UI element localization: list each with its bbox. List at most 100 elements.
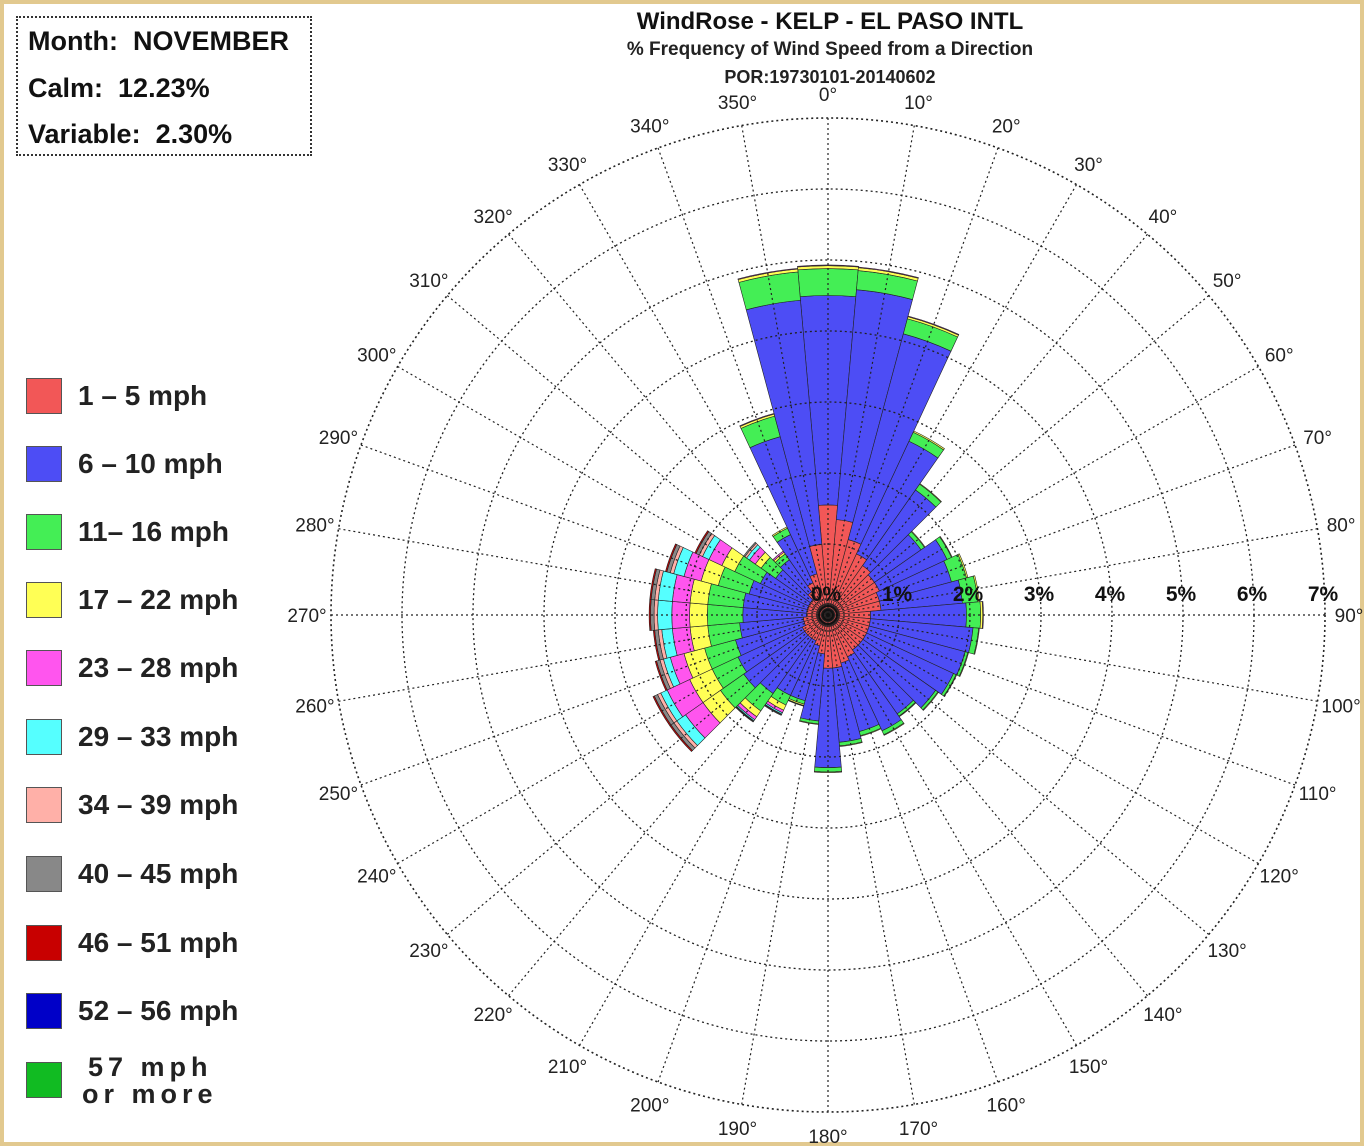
direction-label: 50° <box>1213 271 1242 292</box>
legend-item: 23 – 28 mph <box>24 648 284 692</box>
wedge-segment <box>883 722 905 736</box>
variable-label: Variable: <box>28 119 141 149</box>
wedge-segment <box>973 627 980 655</box>
legend-label: 23 – 28 mph <box>78 652 239 683</box>
legend-item: 57 mph or more <box>24 1054 284 1108</box>
legend-swatch <box>26 787 62 823</box>
legend-label: 17 – 22 mph <box>78 584 239 615</box>
direction-label: 240° <box>357 867 396 888</box>
calm-label: Calm: <box>28 73 104 103</box>
legend-label: 29 – 33 mph <box>78 721 239 752</box>
chart-subtitle: % Frequency of Wind Speed from a Directi… <box>626 39 1034 60</box>
calm-row: Calm: 12.23% <box>28 73 210 104</box>
legend-item: 52 – 56 mph <box>24 991 284 1035</box>
period-of-record: POR:19730101-20140602 <box>724 67 936 87</box>
variable-row: Variable: 2.30% <box>28 119 232 150</box>
legend-swatch <box>26 925 62 961</box>
legend-item: 11– 16 mph <box>24 512 284 556</box>
legend-swatch <box>26 514 62 550</box>
radial-tick-label: 6% <box>1237 583 1268 606</box>
month-row: Month: NOVEMBER <box>28 26 289 57</box>
direction-label: 0° <box>819 85 837 106</box>
legend-swatch <box>26 719 62 755</box>
radial-tick-label: 2% <box>953 583 984 606</box>
grid-spoke <box>360 444 829 616</box>
grid-spoke <box>397 614 829 865</box>
wedge-segment <box>797 268 859 298</box>
grid-spoke <box>827 614 1148 997</box>
direction-label: 30° <box>1074 155 1103 176</box>
direction-label: 210° <box>548 1057 587 1078</box>
legend-swatch <box>26 582 62 618</box>
center-marker <box>826 613 830 617</box>
direction-label: 290° <box>319 428 358 449</box>
direction-label: 150° <box>1069 1057 1108 1078</box>
radial-tick-label: 3% <box>1024 583 1055 606</box>
direction-label: 350° <box>718 93 757 114</box>
legend-label: 40 – 45 mph <box>78 858 239 889</box>
legend-label: 57 mph or more <box>82 1052 218 1109</box>
direction-label: 260° <box>295 696 334 717</box>
legend-swatch <box>26 993 62 1029</box>
direction-label: 270° <box>287 606 326 627</box>
wedge-segment <box>858 266 919 279</box>
wedge-segment <box>912 430 945 451</box>
direction-label: 230° <box>409 941 448 962</box>
direction-label: 160° <box>987 1096 1026 1117</box>
direction-label: 340° <box>630 116 669 137</box>
legend-label: 46 – 51 mph <box>78 927 239 958</box>
radial-tick-label: 5% <box>1166 583 1197 606</box>
grid <box>330 117 1326 1113</box>
direction-label: 10° <box>904 93 933 114</box>
direction-label: 200° <box>630 1096 669 1117</box>
wedge-segment <box>922 691 939 711</box>
radial-tick-label: 7% <box>1308 583 1339 606</box>
direction-label: 320° <box>473 207 512 228</box>
wedge-segment <box>958 652 969 677</box>
radial-tick-label: 0% <box>811 583 842 606</box>
legend-item: 17 – 22 mph <box>24 580 284 624</box>
month-value: NOVEMBER <box>132 26 289 56</box>
legend-item: 34 – 39 mph <box>24 785 284 829</box>
direction-label: 110° <box>1299 784 1337 805</box>
legend-label: 34 – 39 mph <box>78 789 239 820</box>
direction-label: 310° <box>409 271 448 292</box>
direction-label: 180° <box>808 1127 847 1146</box>
direction-label: 170° <box>899 1119 938 1140</box>
wedge-segment <box>907 315 960 336</box>
legend-swatch <box>26 856 62 892</box>
radial-tick-label: 4% <box>1095 583 1126 606</box>
wedge-segment <box>657 599 673 631</box>
legend-item: 1 – 5 mph <box>24 376 284 420</box>
direction-label: 300° <box>357 346 396 367</box>
direction-label: 80° <box>1327 516 1356 537</box>
direction-label: 20° <box>992 116 1021 137</box>
legend-item: 6 – 10 mph <box>24 444 284 488</box>
direction-label: 40° <box>1149 207 1178 228</box>
legend-swatch <box>26 378 62 414</box>
chart-title: WindRose - KELP - EL PASO INTL <box>636 8 1024 35</box>
calm-value: 12.23% <box>118 73 210 103</box>
grid-spoke <box>397 365 829 616</box>
direction-label: 100° <box>1321 696 1360 717</box>
grid-ring <box>614 401 1042 829</box>
direction-label: 220° <box>473 1005 512 1026</box>
wedge-segment <box>799 720 819 725</box>
legend-item: 40 – 45 mph <box>24 854 284 898</box>
radial-tick-label: 1% <box>882 583 913 606</box>
direction-label: 140° <box>1143 1005 1182 1026</box>
center-marker <box>818 605 838 625</box>
direction-label: 90° <box>1335 606 1364 627</box>
direction-label: 280° <box>295 516 334 537</box>
legend-label: 52 – 56 mph <box>78 995 239 1026</box>
legend-label: 6 – 10 mph <box>78 448 223 479</box>
center-marker <box>822 609 834 621</box>
wedge-segment <box>919 483 942 503</box>
wedge-segment <box>654 660 668 692</box>
legend-item: 46 – 51 mph <box>24 923 284 967</box>
wedge-segment <box>737 268 799 281</box>
wedge-segment <box>981 601 984 629</box>
grid-ring <box>543 330 1113 900</box>
direction-label: 70° <box>1303 428 1332 449</box>
